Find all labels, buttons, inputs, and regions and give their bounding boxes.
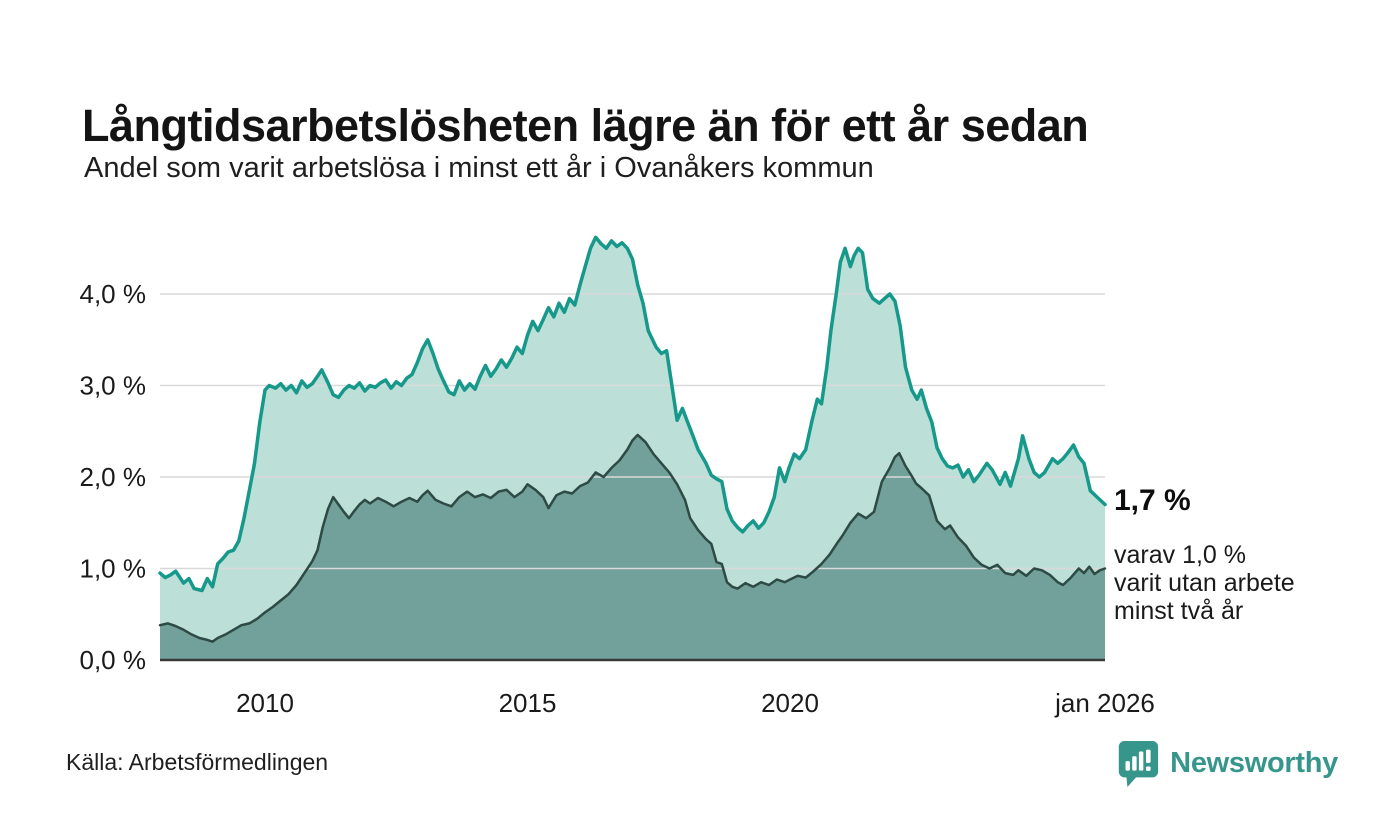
y-axis-tick-label: 2,0 % (80, 462, 147, 492)
latest-value-detail: varav 1,0 % varit utan arbete minst två … (1114, 541, 1295, 625)
newsworthy-brand: Newsworthy (1114, 737, 1338, 789)
page-title: Långtidsarbetslösheten lägre än för ett … (82, 100, 1089, 152)
line-series-1 (158, 235, 1107, 593)
y-axis-tick-label: 3,0 % (80, 371, 147, 401)
source-attribution: Källa: Arbetsförmedlingen (66, 749, 329, 775)
brand-wordmark: Newsworthy (1170, 746, 1338, 779)
x-axis-tick-label: jan 2026 (1054, 688, 1155, 718)
chart-subtitle: Andel som varit arbetslösa i minst ett å… (84, 152, 874, 184)
area-fill-series-2 (160, 434, 1105, 660)
latest-value-label: 1,7 % (1114, 484, 1191, 517)
y-axis-tick-label: 4,0 % (80, 279, 147, 309)
detail-line-1: varav 1,0 % (1114, 541, 1247, 569)
line-series-2 (158, 433, 1107, 643)
detail-line-3: minst två år (1114, 597, 1244, 625)
x-axis-tick-label: 2015 (499, 688, 557, 718)
y-axis-tick-label: 1,0 % (80, 554, 147, 584)
x-axis-tick-label: 2010 (236, 688, 294, 718)
y-axis-tick-label: 0,0 % (80, 645, 147, 675)
detail-line-2: varit utan arbete (1114, 569, 1295, 597)
bar-chart-speech-bubble-icon (1118, 740, 1159, 787)
x-axis-tick-label: 2020 (761, 688, 819, 718)
